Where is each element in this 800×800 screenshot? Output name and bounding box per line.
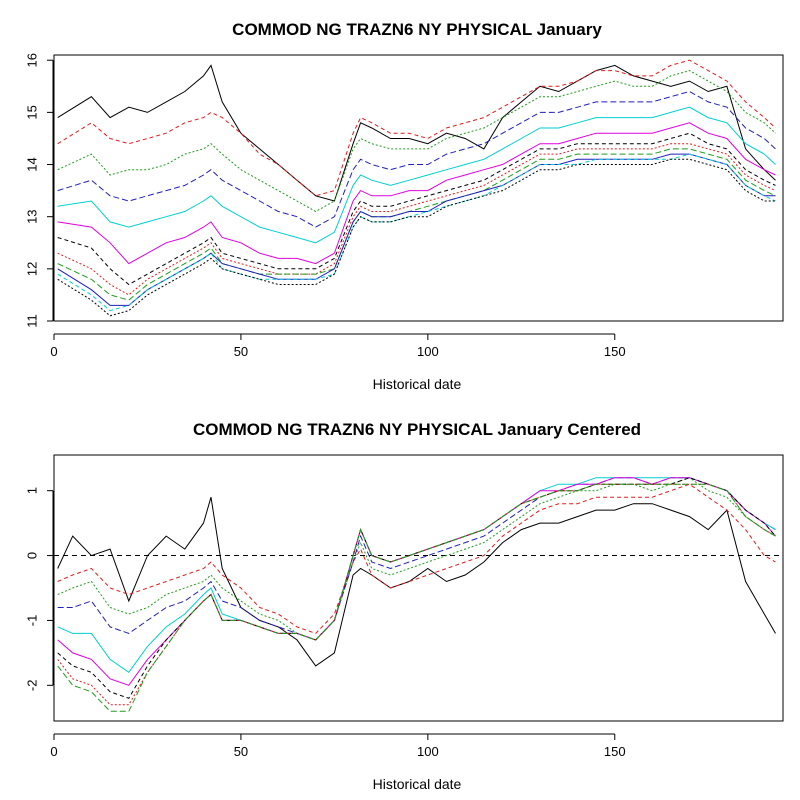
y-tick-label-top-2: 13 <box>24 209 39 223</box>
series-line-top-7 <box>57 132 776 286</box>
x-axis-top: 0 50 100 150 <box>50 333 626 359</box>
series-line-top-10 <box>57 153 776 306</box>
x-axis-label-top: Historical date <box>373 376 462 392</box>
y-tick-label-top-3: 14 <box>24 157 39 171</box>
series-line-bottom-2 <box>57 483 776 634</box>
x-tick-label-bottom-2: 100 <box>417 744 439 759</box>
series-group-top <box>57 59 776 317</box>
series-line-top-5 <box>57 106 776 244</box>
x-axis-label-bottom: Historical date <box>373 776 462 792</box>
series-line-bottom-4 <box>57 477 776 641</box>
series-line-bottom-5 <box>57 477 776 673</box>
y-tick-label-bottom-0: -2 <box>24 680 39 692</box>
plot-box-bottom <box>53 454 784 722</box>
series-line-bottom-9 <box>57 483 776 712</box>
chart-title-bottom: COMMOD NG TRAZN6 NY PHYSICAL January Cen… <box>193 420 641 439</box>
series-line-top-2 <box>57 59 776 197</box>
plot-box-top <box>53 54 784 322</box>
series-line-top-6 <box>57 122 776 265</box>
chart-title-top: COMMOD NG TRAZN6 NY PHYSICAL January <box>232 20 602 39</box>
chart-panel-bottom: COMMOD NG TRAZN6 NY PHYSICAL January Cen… <box>24 420 784 792</box>
y-tick-label-bottom-2: 0 <box>24 552 39 559</box>
series-line-top-8 <box>57 143 776 296</box>
x-tick-label-bottom-3: 150 <box>604 744 626 759</box>
series-line-top-9 <box>57 148 776 301</box>
chart-panel-top: COMMOD NG TRAZN6 NY PHYSICAL January 0 50… <box>24 20 784 392</box>
series-line-top-12 <box>57 158 776 317</box>
series-line-bottom-7 <box>57 477 776 699</box>
y-tick-label-top-0: 11 <box>24 314 39 328</box>
y-axis-bottom: -2 -1 0 1 <box>24 487 54 692</box>
x-tick-label-bottom-0: 0 <box>50 744 57 759</box>
y-tick-label-top-4: 15 <box>24 105 39 119</box>
y-tick-label-bottom-3: 1 <box>24 487 39 494</box>
y-tick-label-top-1: 12 <box>24 262 39 276</box>
y-axis-top: 11 12 13 14 15 16 <box>24 53 54 328</box>
y-tick-label-top-5: 16 <box>24 53 39 67</box>
series-group-bottom <box>54 477 783 712</box>
y-tick-label-bottom-1: -1 <box>24 615 39 627</box>
series-line-top-4 <box>57 90 776 228</box>
series-line-top-3 <box>57 70 776 213</box>
x-tick-label-bottom-1: 50 <box>234 744 248 759</box>
x-tick-label-top-0: 0 <box>50 344 57 359</box>
series-line-bottom-3 <box>57 477 776 641</box>
series-line-top-1 <box>57 64 776 202</box>
series-line-bottom-1 <box>57 497 776 667</box>
series-line-top-11 <box>57 153 776 312</box>
x-tick-label-top-3: 150 <box>604 344 626 359</box>
x-axis-bottom: 0 50 100 150 <box>50 733 626 759</box>
x-tick-label-top-1: 50 <box>234 344 248 359</box>
x-tick-label-top-2: 100 <box>417 344 439 359</box>
